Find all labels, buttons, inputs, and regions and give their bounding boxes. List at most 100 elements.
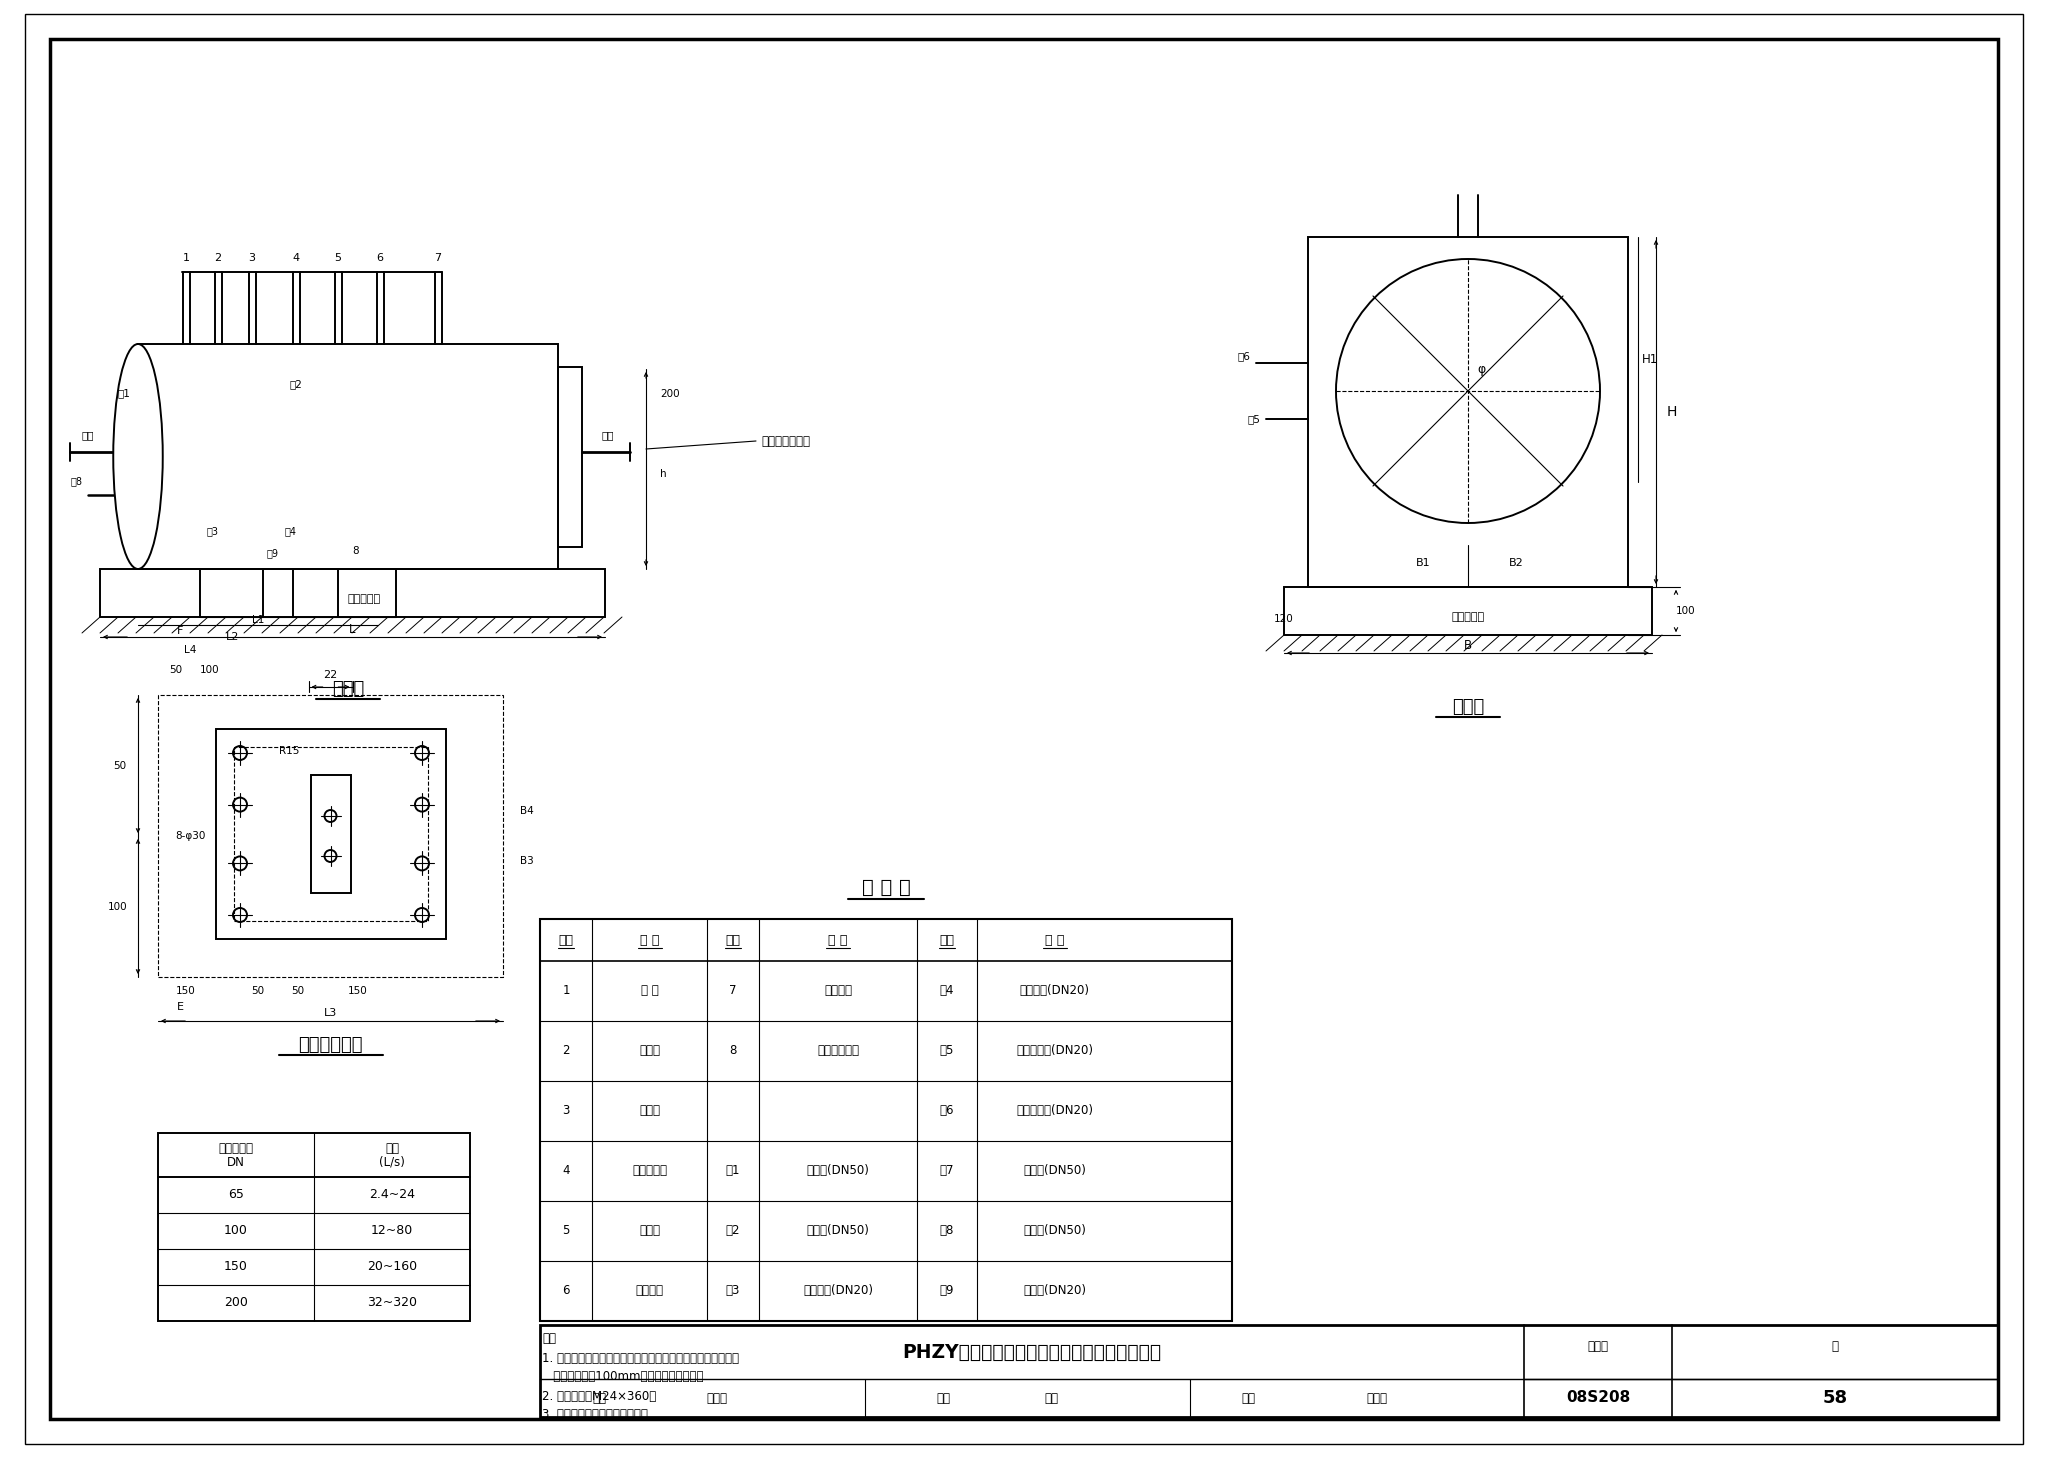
Text: 阀2: 阀2 <box>289 379 303 389</box>
Text: 120: 120 <box>1274 614 1294 624</box>
Text: 加液及位标管: 加液及位标管 <box>817 1044 858 1058</box>
Text: 50: 50 <box>170 665 182 674</box>
Text: 6: 6 <box>563 1284 569 1297</box>
Text: 名 称: 名 称 <box>639 933 659 946</box>
Text: 5: 5 <box>334 253 342 263</box>
Text: F: F <box>176 626 182 636</box>
Text: 戚晓专: 戚晓专 <box>707 1391 727 1404</box>
Text: 设计: 设计 <box>1241 1391 1255 1404</box>
Text: 混合器直径: 混合器直径 <box>219 1143 254 1156</box>
Text: 8: 8 <box>352 546 358 555</box>
Bar <box>1284 588 1653 635</box>
Text: 阀9: 阀9 <box>266 548 279 558</box>
Text: 6: 6 <box>377 253 383 263</box>
Text: 混合器管: 混合器管 <box>823 984 852 997</box>
Text: 阀1: 阀1 <box>117 388 129 398</box>
Text: 7: 7 <box>729 984 737 997</box>
Text: 编号: 编号 <box>559 933 573 946</box>
Text: 100: 100 <box>223 1225 248 1237</box>
Text: 排水阀(DN50): 排水阀(DN50) <box>1024 1225 1085 1237</box>
Text: 200: 200 <box>223 1297 248 1309</box>
Text: 阀3: 阀3 <box>207 526 219 536</box>
Text: 编号: 编号 <box>940 933 954 946</box>
Text: 阀2: 阀2 <box>725 1225 739 1237</box>
Bar <box>233 748 428 921</box>
Text: 阀7: 阀7 <box>940 1165 954 1178</box>
Text: 50: 50 <box>291 986 305 996</box>
Ellipse shape <box>113 344 162 569</box>
Text: 阀6: 阀6 <box>940 1105 954 1118</box>
Text: 2.4~24: 2.4~24 <box>369 1188 416 1202</box>
Text: 2. 地脚螺栓为M24×360。: 2. 地脚螺栓为M24×360。 <box>543 1390 655 1403</box>
Text: 位标排空阀(DN20): 位标排空阀(DN20) <box>1016 1105 1094 1118</box>
Bar <box>137 344 557 569</box>
Text: 罐排气阀(DN20): 罐排气阀(DN20) <box>1020 984 1090 997</box>
Text: B1: B1 <box>1415 558 1430 569</box>
Text: 阀3: 阀3 <box>725 1284 739 1297</box>
Text: PHZY卧式隔膜型贮罐压力式泡沫比例混合装置: PHZY卧式隔膜型贮罐压力式泡沫比例混合装置 <box>903 1343 1161 1362</box>
Text: 1. 混凝土支墩由结构专业根据设备总重量进行设计，一般高出: 1. 混凝土支墩由结构专业根据设备总重量进行设计，一般高出 <box>543 1351 739 1365</box>
Text: 校对: 校对 <box>936 1391 950 1404</box>
Text: L4: L4 <box>184 645 197 655</box>
Text: 阀5: 阀5 <box>940 1044 954 1058</box>
Text: 1: 1 <box>182 253 190 263</box>
Text: 王世杰: 王世杰 <box>1366 1391 1386 1404</box>
Text: 进水管: 进水管 <box>639 1044 659 1058</box>
Text: 7: 7 <box>434 253 442 263</box>
Text: 名 称: 名 称 <box>1044 933 1065 946</box>
Text: 出液管: 出液管 <box>639 1225 659 1237</box>
Text: R15: R15 <box>279 746 299 757</box>
Bar <box>541 920 1233 1321</box>
Text: B: B <box>1464 639 1473 651</box>
Text: 排液阀(DN50): 排液阀(DN50) <box>1024 1165 1085 1178</box>
Text: 阀4: 阀4 <box>285 526 297 536</box>
Text: 65: 65 <box>227 1188 244 1202</box>
Text: 150: 150 <box>348 986 369 996</box>
Text: 150: 150 <box>223 1260 248 1274</box>
Text: 膜排气阀(DN20): 膜排气阀(DN20) <box>803 1284 872 1297</box>
Text: 审核: 审核 <box>592 1391 606 1404</box>
Text: L2: L2 <box>227 632 240 642</box>
Text: B2: B2 <box>1509 558 1524 569</box>
Text: L1: L1 <box>252 616 264 624</box>
Text: 8-φ30: 8-φ30 <box>174 831 205 840</box>
Text: 出液阀(DN50): 出液阀(DN50) <box>807 1225 870 1237</box>
Text: 阀6: 阀6 <box>1237 351 1249 361</box>
Text: 出水: 出水 <box>602 430 614 441</box>
Text: 加液阀(DN20): 加液阀(DN20) <box>1024 1284 1085 1297</box>
Text: 50: 50 <box>252 986 264 996</box>
Text: φ: φ <box>1479 363 1487 376</box>
Text: 编号: 编号 <box>725 933 741 946</box>
Text: 3: 3 <box>563 1105 569 1118</box>
Text: 名 称: 名 称 <box>827 933 848 946</box>
Bar <box>557 366 582 546</box>
Text: 图集号: 图集号 <box>1587 1341 1608 1353</box>
Text: L3: L3 <box>324 1008 338 1018</box>
Text: 罐 体: 罐 体 <box>641 984 657 997</box>
Text: (L/s): (L/s) <box>379 1156 406 1168</box>
Text: 阀5: 阀5 <box>1247 414 1260 425</box>
Text: h: h <box>659 469 668 479</box>
Text: 200: 200 <box>659 389 680 400</box>
Text: 1: 1 <box>563 984 569 997</box>
Text: （见具体设计）: （见具体设计） <box>762 435 811 448</box>
Text: 2: 2 <box>563 1044 569 1058</box>
Text: 膜内排气管: 膜内排气管 <box>633 1165 668 1178</box>
Text: 罐排气管: 罐排气管 <box>635 1284 664 1297</box>
Text: 侧立面: 侧立面 <box>1452 698 1485 715</box>
Text: 100: 100 <box>1675 607 1696 616</box>
Text: 正立面: 正立面 <box>332 680 365 698</box>
Text: B4: B4 <box>520 806 535 815</box>
Text: 名 称 表: 名 称 表 <box>862 877 911 896</box>
Text: 混凝土基础: 混凝土基础 <box>1452 613 1485 621</box>
Text: 阀1: 阀1 <box>725 1165 739 1178</box>
Text: 50: 50 <box>113 761 127 771</box>
Text: 注：: 注： <box>543 1332 555 1346</box>
Text: L: L <box>350 623 356 636</box>
Text: 100: 100 <box>109 902 127 911</box>
Text: 4: 4 <box>563 1165 569 1178</box>
Bar <box>1309 237 1628 588</box>
Text: H1: H1 <box>1642 353 1659 366</box>
Text: H: H <box>1667 405 1677 419</box>
Text: 刘芳: 刘芳 <box>1044 1391 1059 1404</box>
